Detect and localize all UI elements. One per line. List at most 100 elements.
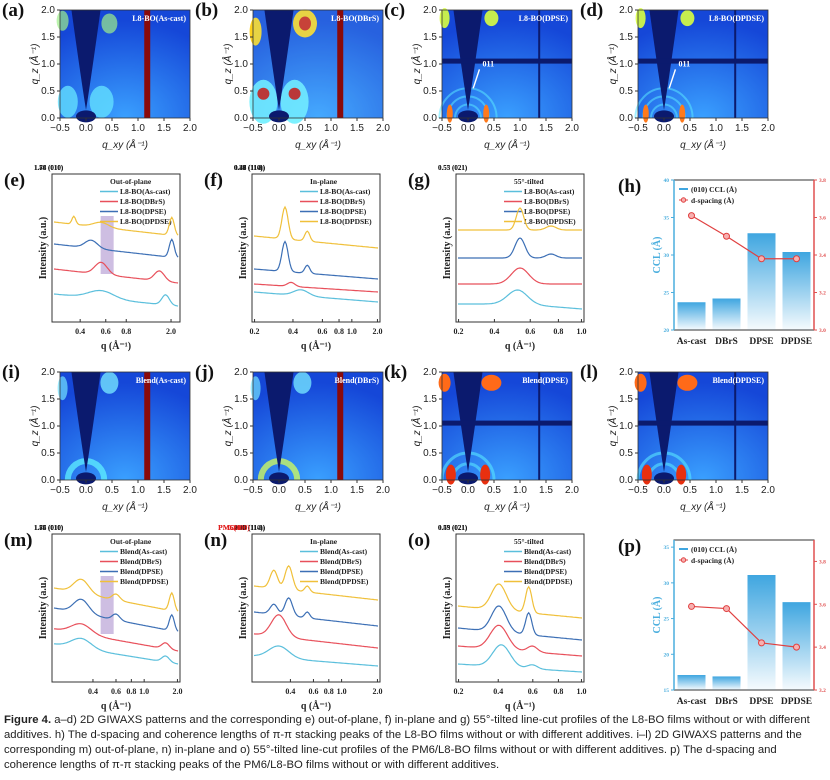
legend-entry: d-spacing (Å)	[691, 196, 735, 205]
y-axis-label: CCL (Å)	[651, 597, 663, 634]
y-tick-label: 0.0	[234, 475, 248, 486]
scatter-feature	[280, 79, 309, 124]
y-axis-label: Intensity (a.u.)	[38, 577, 49, 640]
y-tick-label: 2.0	[619, 5, 633, 16]
peak-annotation: 0.53 (021)	[438, 164, 468, 172]
x-tick-label: 0.6	[528, 687, 538, 696]
legend-entry: Blend(DBrS)	[524, 557, 566, 566]
y-tick-label: 2.0	[619, 367, 633, 378]
x-tick-label: 0.4	[75, 327, 85, 336]
giwaxs-panel-b: L8-BO(DBrS)−0.5 0.0 0.5 1.0 1.5 2.00.00.51.01…	[221, 5, 390, 151]
x-tick-label: 0.5	[683, 123, 697, 134]
x-tick-label: −0.5	[628, 123, 648, 134]
x-tick-label: 2.0	[183, 123, 197, 134]
hotspot	[288, 87, 301, 100]
legend-entry: Blend(As-cast)	[524, 547, 572, 556]
x-tick-label: 0.4	[489, 327, 499, 336]
plot-frame	[51, 173, 181, 323]
scatter-feature	[484, 10, 499, 27]
panel-title: L8-BO(As-cast)	[132, 14, 186, 23]
bar-As-cast	[677, 302, 706, 330]
panel-title: L8-BO(DPSE)	[519, 14, 569, 23]
legend-entry: Blend(As-cast)	[320, 547, 368, 556]
dspacing-point-DPDSE	[793, 643, 800, 651]
x-axis-label: q (Å⁻¹)	[505, 340, 535, 352]
scatter-feature	[635, 8, 646, 29]
missing-wedge	[71, 372, 101, 472]
beamstop	[654, 110, 674, 123]
x-tick-label: 2.0	[183, 485, 197, 496]
x-axis-label: q_xy (Å⁻¹)	[102, 500, 148, 513]
panel-label-m: (m)	[4, 530, 33, 551]
linecut-panel-g: 55°-tiltedL8-BO(As-cast)L8-BO(DBrS)L8-BO…	[438, 164, 586, 352]
y-axis-label: q_z (Å⁻¹)	[410, 44, 423, 85]
panel-label-k: (k)	[384, 362, 408, 383]
x-tick-label: 2.0	[761, 485, 775, 496]
plot-frame	[251, 533, 381, 683]
legend-entry: L8-BO(DBrS)	[120, 197, 166, 206]
detector-gap	[337, 10, 344, 118]
y-tick-label: 2.0	[41, 367, 55, 378]
detector-gap	[337, 372, 344, 480]
x-tick-label: 0.8	[121, 327, 131, 336]
legend-entry: L8-BO(DPDSE)	[120, 217, 172, 226]
dspacing-point-DBrS	[723, 605, 730, 613]
series-line	[253, 565, 379, 601]
x-tick-label: 1.0	[576, 327, 586, 336]
hotspot	[438, 373, 451, 392]
x-tick-label: 0.6	[101, 327, 111, 336]
detector-gap	[734, 372, 737, 480]
panel-label-e: (e)	[4, 170, 26, 191]
bar-chart-h: (010) CCL (Å) d-spacing (Å) 20 25 30 35 40 3.0 3…	[651, 178, 826, 347]
peak-annotation: 0.55 (021)	[438, 524, 468, 532]
bar-DBrS	[712, 298, 741, 330]
legend-entry: L8-BO(DBrS)	[524, 197, 570, 206]
peak-annotation: 0.48 (11-1)	[234, 164, 266, 172]
y-tick-label: 1.5	[234, 394, 248, 405]
y2-tick-label: 3.2	[819, 688, 826, 694]
peak-annotation: 0.44 (11-1)	[234, 164, 266, 172]
x-tick-label: DPDSE	[781, 697, 812, 707]
y-tick-label: 1.0	[619, 421, 633, 432]
y-tick-label: 2.0	[423, 367, 437, 378]
y-tick-label: 2.0	[41, 5, 55, 16]
scatter-feature	[57, 376, 68, 401]
legend-marker	[680, 557, 687, 563]
legend-entry: Blend(DPDSE)	[120, 577, 169, 586]
y-axis-label: q_z (Å⁻¹)	[221, 406, 234, 447]
peak-annotation: 1.85 (010)	[34, 524, 64, 532]
y2-tick-label: 3.2	[819, 291, 826, 297]
y-tick-label: 0.0	[41, 475, 55, 486]
series-line	[457, 583, 583, 619]
y-tick-label: 1.0	[41, 421, 55, 432]
x-tick-label: 0.5	[105, 123, 119, 134]
x-tick-label: 0.6	[525, 327, 535, 336]
y-tick-label: 0.5	[234, 448, 248, 459]
panel-title: Blend(DPSE)	[522, 376, 568, 385]
peak-annotation: 1.75 (010)	[34, 524, 64, 532]
scatter-feature	[293, 371, 312, 394]
bar-chart-p: (010) CCL (Å) d-spacing (Å) 15 20 25 30 35 3.2 3…	[651, 539, 826, 707]
y-tick-label: 1.0	[423, 421, 437, 432]
series-line	[53, 598, 179, 632]
y-axis-label: q_z (Å⁻¹)	[221, 44, 234, 85]
peak-annotation: 0.49 (021)	[438, 524, 468, 532]
panel-label-p: (p)	[618, 536, 642, 557]
x-tick-label: 0.4	[88, 687, 98, 696]
y-tick-label: 1.5	[423, 32, 437, 43]
legend-title: Out-of-plane	[110, 177, 152, 186]
x-tick-label: 2.0	[376, 485, 390, 496]
scatter-feature	[56, 10, 69, 31]
x-tick-label: DPSE	[749, 697, 773, 707]
y-axis-label: q_z (Å⁻¹)	[606, 44, 619, 85]
panel-title: Blend(DBrS)	[335, 376, 380, 385]
giwaxs-panel-a: L8-BO(As-cast)−0.5 0.0 0.5 1.0 1.5 2.00.00.51…	[28, 5, 197, 151]
y-tick-label: 0.5	[619, 86, 633, 97]
dspacing-line	[691, 605, 797, 648]
bar-DPDSE	[782, 252, 811, 330]
legend-entry: L8-BO(DBrS)	[320, 197, 366, 206]
detector-gap	[442, 58, 572, 64]
arrow	[472, 69, 481, 89]
detector-gap	[144, 372, 151, 480]
series-line	[253, 281, 379, 293]
